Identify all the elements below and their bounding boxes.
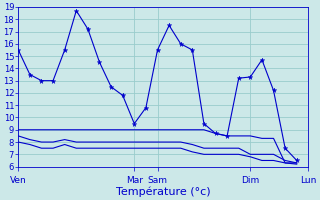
X-axis label: Température (°c): Température (°c) — [116, 186, 211, 197]
